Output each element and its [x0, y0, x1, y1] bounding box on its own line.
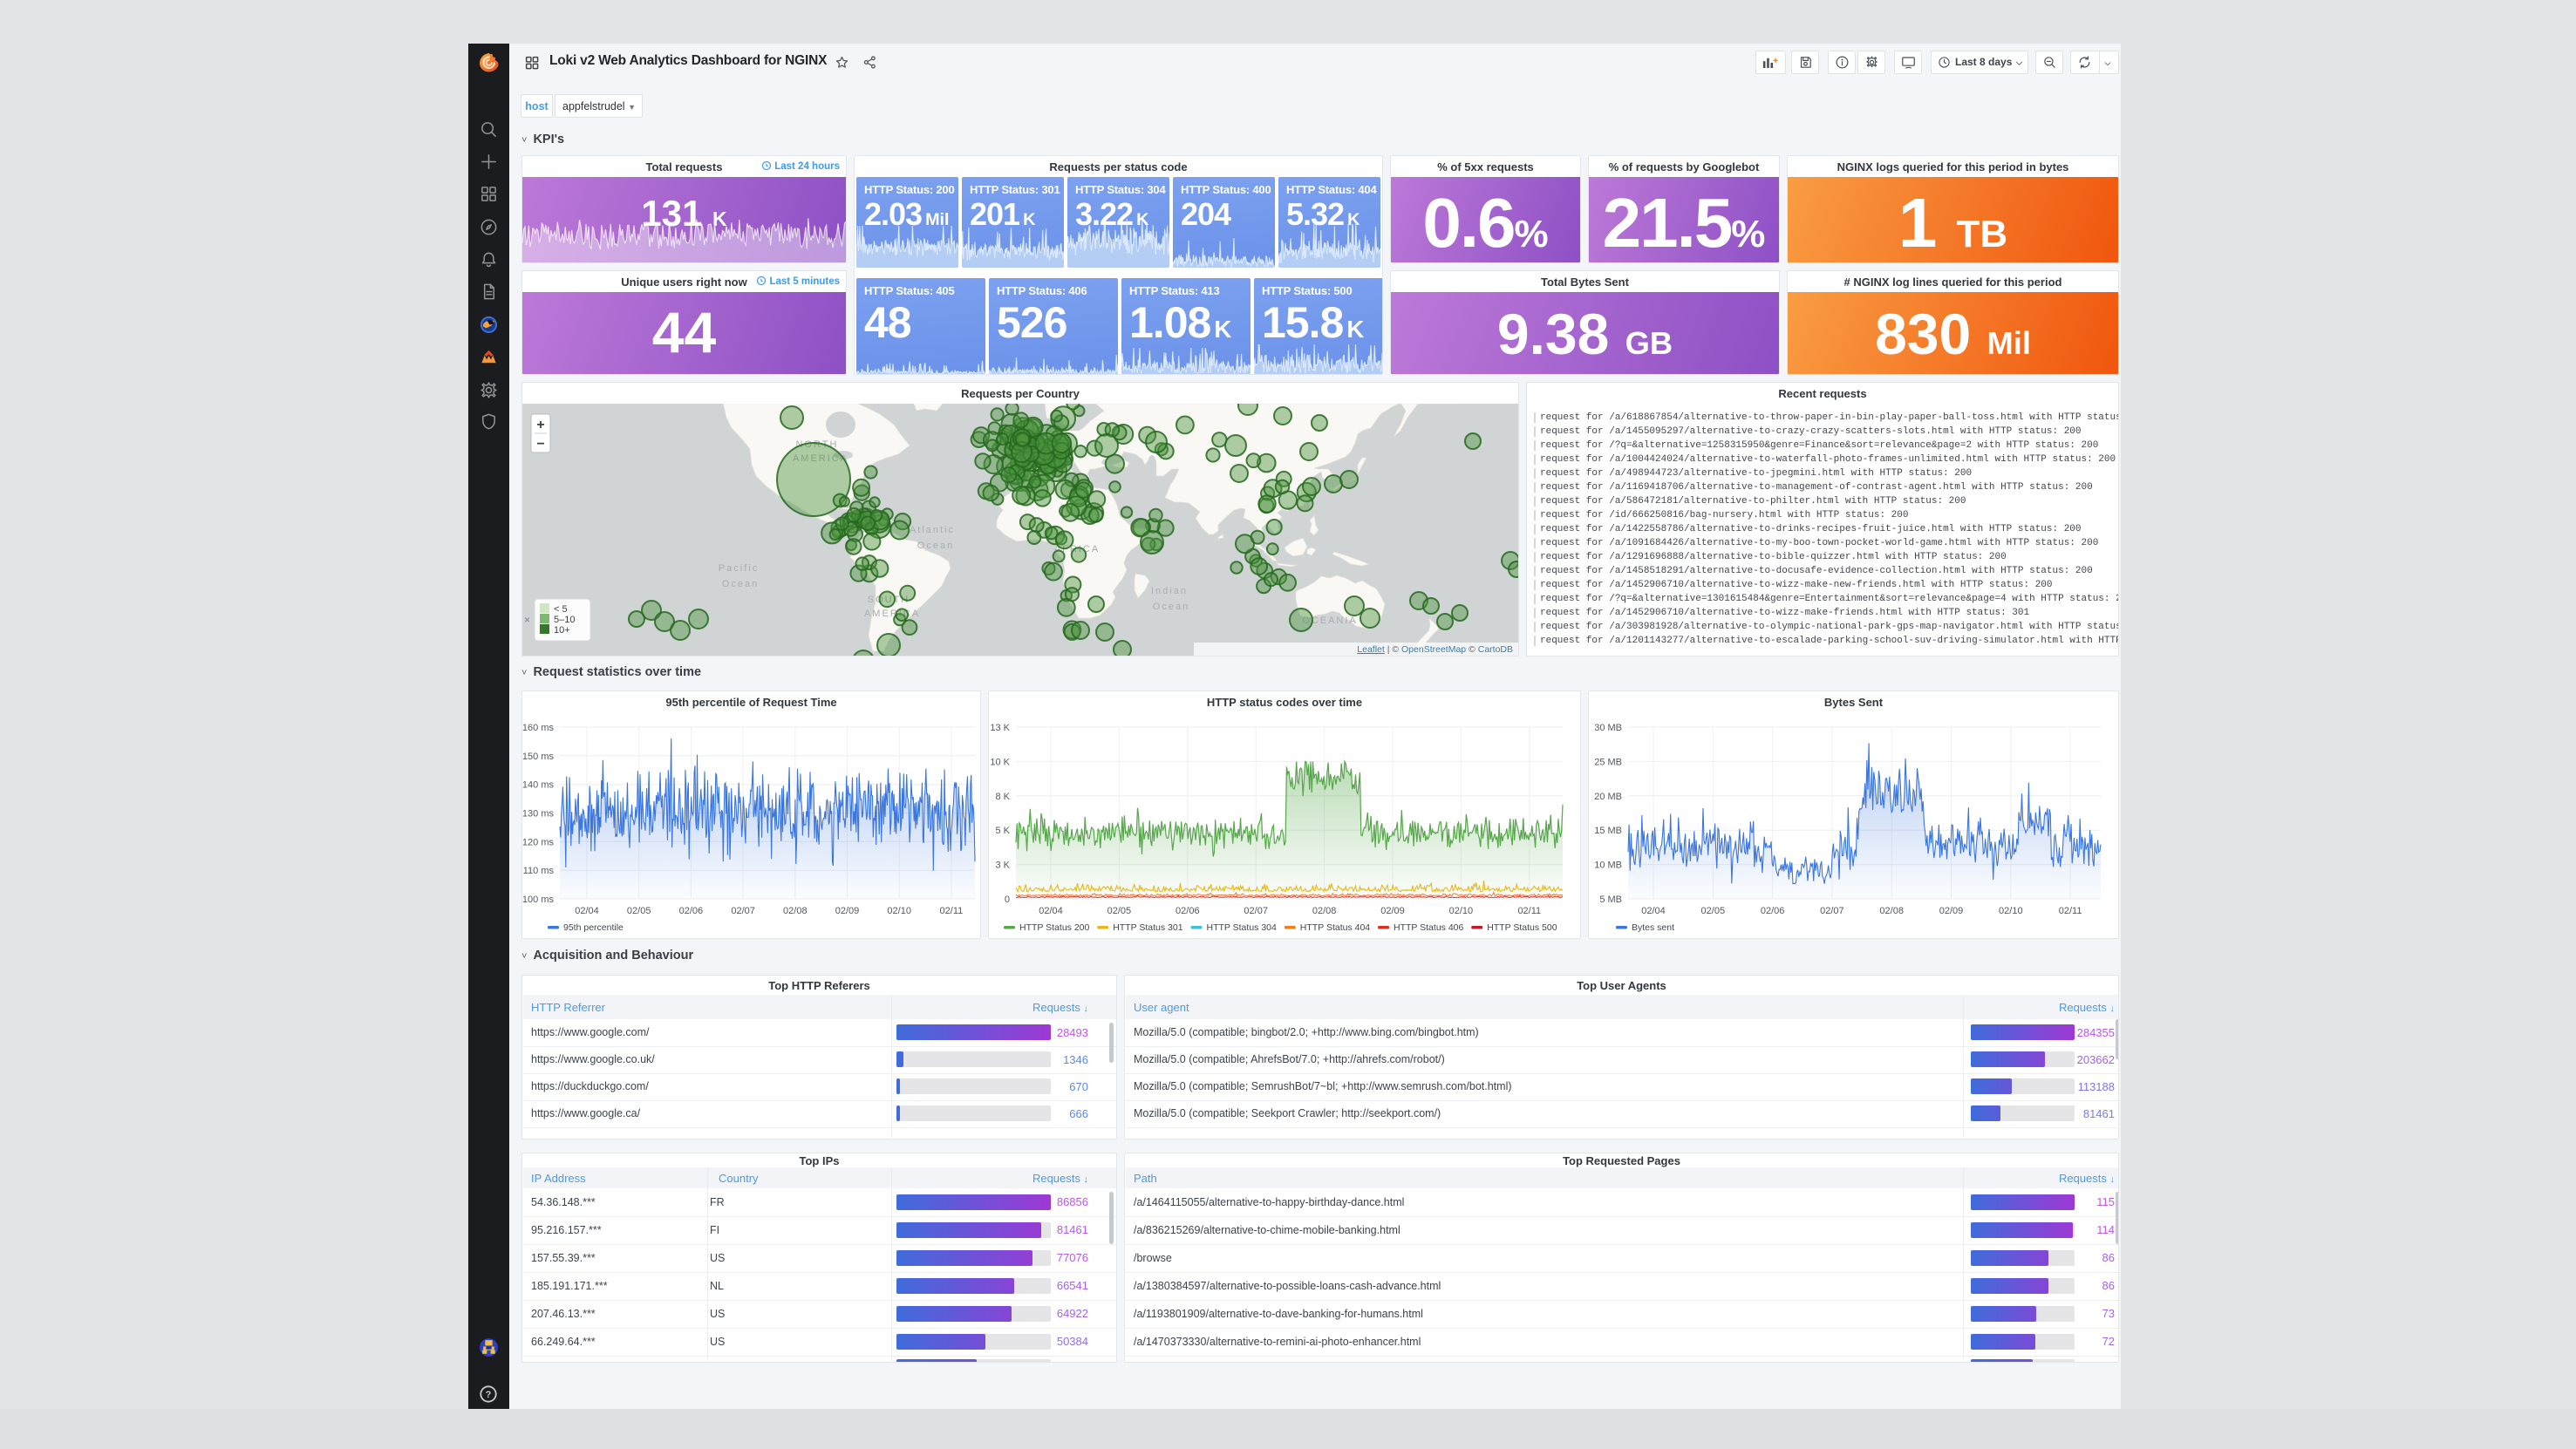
svg-text:×: × — [524, 614, 530, 626]
svg-text:02/10: 02/10 — [1449, 906, 1474, 916]
svg-text:15 MB: 15 MB — [1594, 826, 1622, 836]
svg-text:HTTP Status 304: HTTP Status 304 — [1207, 922, 1278, 933]
svg-text:5 K: 5 K — [995, 826, 1010, 836]
svg-text:02/04: 02/04 — [1641, 906, 1666, 916]
svg-text:< 5: < 5 — [554, 604, 568, 615]
svg-text:AMERICA: AMERICA — [864, 609, 920, 619]
svg-text:Ocean: Ocean — [917, 541, 954, 551]
svg-text:02/08: 02/08 — [783, 906, 808, 916]
svg-text:AFRICA: AFRICA — [1054, 544, 1100, 554]
svg-text:95th percentile: 95th percentile — [563, 922, 624, 933]
svg-text:+: + — [536, 418, 544, 432]
svg-text:140 ms: 140 ms — [522, 780, 554, 791]
svg-text:02/06: 02/06 — [679, 906, 704, 916]
svg-text:Ocean: Ocean — [722, 579, 759, 589]
svg-text:HTTP Status 200: HTTP Status 200 — [1019, 922, 1090, 933]
svg-text:HTTP Status 406: HTTP Status 406 — [1394, 922, 1464, 933]
svg-text:Ocean: Ocean — [1153, 602, 1189, 612]
svg-text:10 MB: 10 MB — [1594, 861, 1622, 871]
svg-text:02/11: 02/11 — [940, 906, 964, 916]
svg-text:02/05: 02/05 — [627, 906, 651, 916]
svg-text:3 K: 3 K — [995, 861, 1010, 871]
svg-text:Pacific: Pacific — [719, 563, 759, 574]
svg-text:02/07: 02/07 — [1244, 906, 1268, 916]
svg-text:02/08: 02/08 — [1312, 906, 1337, 916]
svg-text:HTTP Status 404: HTTP Status 404 — [1300, 922, 1371, 933]
svg-text:120 ms: 120 ms — [522, 837, 554, 847]
svg-text:02/11: 02/11 — [2059, 906, 2082, 916]
svg-text:10+: 10+ — [554, 625, 570, 636]
svg-text:30 MB: 30 MB — [1594, 723, 1622, 733]
svg-text:13 K: 13 K — [990, 723, 1010, 733]
svg-text:02/08: 02/08 — [1879, 906, 1904, 916]
svg-text:8 K: 8 K — [995, 792, 1010, 802]
svg-text:Leaflet | © OpenStreetMap © Ca: Leaflet | © OpenStreetMap © CartoDB — [1357, 644, 1513, 655]
svg-text:Atlantic: Atlantic — [910, 525, 955, 535]
svg-text:Bytes sent: Bytes sent — [1632, 922, 1674, 933]
svg-text:02/06: 02/06 — [1761, 906, 1785, 916]
svg-text:100 ms: 100 ms — [522, 895, 554, 905]
svg-text:SOUTH: SOUTH — [868, 595, 910, 605]
svg-text:02/07: 02/07 — [731, 906, 755, 916]
svg-text:02/05: 02/05 — [1701, 906, 1726, 916]
svg-text:02/05: 02/05 — [1107, 906, 1132, 916]
svg-text:02/09: 02/09 — [1939, 906, 1964, 916]
svg-text:NORTH: NORTH — [796, 439, 839, 450]
svg-text:02/07: 02/07 — [1820, 906, 1844, 916]
svg-text:10 K: 10 K — [990, 757, 1010, 767]
svg-text:AMERICA: AMERICA — [793, 453, 848, 464]
svg-text:HTTP Status 500: HTTP Status 500 — [1487, 922, 1557, 933]
svg-text:110 ms: 110 ms — [523, 866, 555, 876]
svg-text:02/10: 02/10 — [1999, 906, 2023, 916]
svg-text:02/10: 02/10 — [887, 906, 911, 916]
svg-text:5–10: 5–10 — [554, 615, 575, 625]
svg-text:20 MB: 20 MB — [1594, 792, 1622, 802]
svg-text:Indian: Indian — [1151, 586, 1188, 596]
svg-text:02/06: 02/06 — [1176, 906, 1200, 916]
svg-text:0: 0 — [1005, 895, 1010, 905]
svg-text:02/11: 02/11 — [1517, 906, 1541, 916]
svg-text:?: ? — [486, 1390, 492, 1400]
svg-text:02/04: 02/04 — [575, 906, 599, 916]
svg-text:160 ms: 160 ms — [522, 723, 554, 733]
svg-text:02/04: 02/04 — [1039, 906, 1063, 916]
svg-text:HTTP Status 301: HTTP Status 301 — [1113, 922, 1183, 933]
svg-text:5 MB: 5 MB — [1599, 895, 1622, 905]
svg-text:02/09: 02/09 — [1380, 906, 1405, 916]
svg-text:150 ms: 150 ms — [522, 752, 554, 762]
svg-text:130 ms: 130 ms — [522, 809, 554, 820]
svg-text:02/09: 02/09 — [835, 906, 860, 916]
svg-text:−: − — [536, 437, 544, 452]
svg-text:OCEANIA: OCEANIA — [1302, 616, 1358, 626]
svg-text:25 MB: 25 MB — [1594, 757, 1622, 767]
